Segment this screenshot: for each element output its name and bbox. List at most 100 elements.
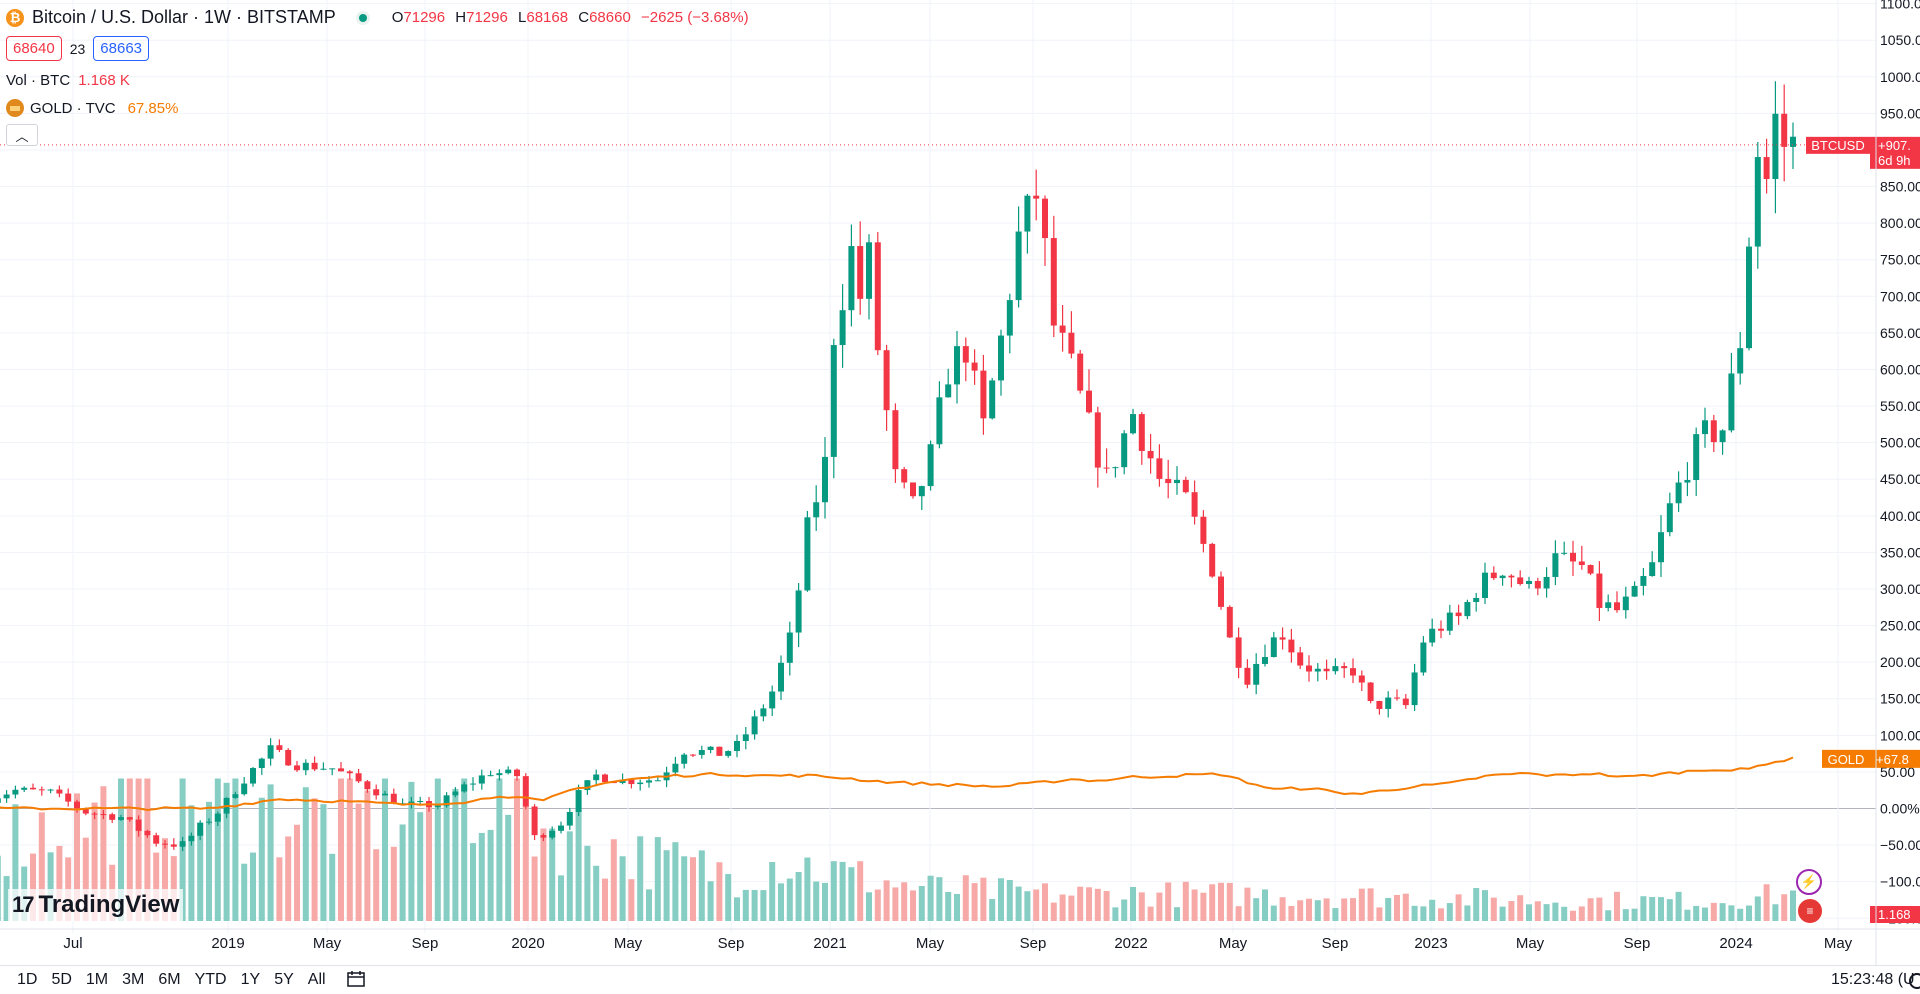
range-1m-button[interactable]: 1M xyxy=(85,971,109,988)
candle-body xyxy=(769,691,776,709)
candle-body xyxy=(778,662,784,692)
volume-bar xyxy=(531,856,538,921)
candle-body xyxy=(1279,637,1286,640)
bitcoin-icon: ₿ xyxy=(6,8,24,27)
candle-body xyxy=(962,346,969,363)
collapse-legend-button[interactable]: ︿ xyxy=(6,124,38,146)
candle-body xyxy=(698,750,705,755)
candle-body xyxy=(1605,602,1612,608)
buy-button[interactable]: 68663 xyxy=(93,36,150,61)
range-6m-button[interactable]: 6M xyxy=(158,971,181,988)
compare-legend[interactable]: GOLD · TVC 67.85% xyxy=(6,99,178,117)
gear-icon[interactable] xyxy=(1909,973,1920,989)
candle-body xyxy=(170,844,177,847)
candle-body xyxy=(294,765,300,771)
range-1d-button[interactable]: 1D xyxy=(17,971,38,988)
volume-bar xyxy=(822,882,828,921)
candle-body xyxy=(1754,157,1761,247)
candle-body xyxy=(443,795,450,806)
volume-bar xyxy=(443,803,450,921)
range-3m-button[interactable]: 3M xyxy=(122,971,145,988)
candle-body xyxy=(206,821,212,823)
x-tick-label: May xyxy=(614,935,643,952)
volume-bar xyxy=(1737,908,1744,921)
volume-bar xyxy=(1156,892,1163,921)
candle-body xyxy=(1191,492,1198,517)
trade-prices: 68640 23 68663 xyxy=(6,36,150,61)
candle-body xyxy=(1130,414,1136,434)
candle-body xyxy=(65,793,72,802)
candle-body xyxy=(1446,612,1453,631)
candle-body xyxy=(0,798,1,803)
tradingview-logo[interactable]: 17 TradingView xyxy=(8,889,184,921)
candle-body xyxy=(1165,478,1172,484)
y-tick-label: 1100.0 xyxy=(1880,0,1920,12)
range-1y-button[interactable]: 1Y xyxy=(240,971,261,988)
volume-bar xyxy=(874,889,881,921)
volume-bar xyxy=(408,781,415,921)
volume-bar xyxy=(1420,906,1427,921)
candle-body xyxy=(1622,596,1629,611)
y-tick-label: 700.00 xyxy=(1880,288,1920,304)
x-tick-label: 2022 xyxy=(1114,935,1147,952)
candle-body xyxy=(417,801,424,803)
volume-legend[interactable]: Vol · BTC 1.168 K xyxy=(6,72,130,89)
volume-value: 1.168 K xyxy=(78,72,130,89)
volume-bar xyxy=(1675,891,1682,921)
range-all-button[interactable]: All xyxy=(307,971,326,988)
volume-bar xyxy=(892,887,899,921)
volume-bar xyxy=(857,861,864,921)
flash-icon[interactable]: ⚡ xyxy=(1796,869,1822,895)
volume-bar xyxy=(998,878,1004,921)
range-ytd-button[interactable]: YTD xyxy=(194,971,227,988)
volume-bar xyxy=(804,857,811,921)
calendar-range-icon[interactable] xyxy=(346,970,366,988)
volume-bar xyxy=(848,867,855,921)
volume-bar xyxy=(364,790,371,921)
volume-bar xyxy=(646,889,652,921)
candle-body xyxy=(1385,697,1392,709)
volume-bar xyxy=(593,865,600,921)
candle-body xyxy=(1077,353,1084,391)
volume-bar xyxy=(1323,898,1330,921)
btc-series-tag xyxy=(1806,136,1870,154)
candle-body xyxy=(1121,433,1128,468)
symbol-title[interactable]: Bitcoin / U.S. Dollar · 1W · BITSTAMP xyxy=(32,7,336,27)
volume-bar xyxy=(1174,907,1180,921)
volume-bar xyxy=(487,829,494,921)
market-status-icon[interactable] xyxy=(355,10,370,25)
bottom-toolbar: 1D 5D 1M 3M 6M YTD 1Y 5Y All 15:23:48 (U xyxy=(0,965,1920,994)
y-tick-label: 450.00 xyxy=(1880,471,1920,487)
volume-bar xyxy=(584,845,591,921)
candle-body xyxy=(584,780,591,791)
volume-bar xyxy=(619,856,626,921)
candle-body xyxy=(1306,665,1312,672)
range-5d-button[interactable]: 5D xyxy=(51,971,72,988)
candle-body xyxy=(1086,390,1092,413)
candle-body xyxy=(628,779,635,785)
candle-body xyxy=(100,814,107,816)
volume-bar xyxy=(707,881,714,921)
candle-body xyxy=(505,769,512,774)
volume-bar xyxy=(663,850,670,921)
volume-bar xyxy=(188,805,195,921)
sell-button[interactable]: 68640 xyxy=(6,36,62,61)
symbol-header: ₿ Bitcoin / U.S. Dollar · 1W · BITSTAMP … xyxy=(6,7,755,28)
volume-bar xyxy=(1754,896,1761,921)
volume-bar xyxy=(276,857,283,921)
candle-body xyxy=(47,789,54,791)
range-5y-button[interactable]: 5Y xyxy=(274,971,294,988)
volume-bar xyxy=(1640,896,1647,921)
candle-body xyxy=(681,754,688,764)
volume-bar xyxy=(778,883,784,921)
candle-body xyxy=(74,801,80,809)
volume-bar xyxy=(1121,899,1128,921)
volume-bar xyxy=(1746,905,1752,921)
clock-readout[interactable]: 15:23:48 (U xyxy=(1831,971,1915,988)
volume-bar xyxy=(1042,883,1048,921)
volume-bar xyxy=(1235,906,1242,921)
us-flag-icon[interactable]: ≡ xyxy=(1796,897,1824,925)
volume-bar xyxy=(769,862,776,921)
candle-body xyxy=(522,776,529,807)
